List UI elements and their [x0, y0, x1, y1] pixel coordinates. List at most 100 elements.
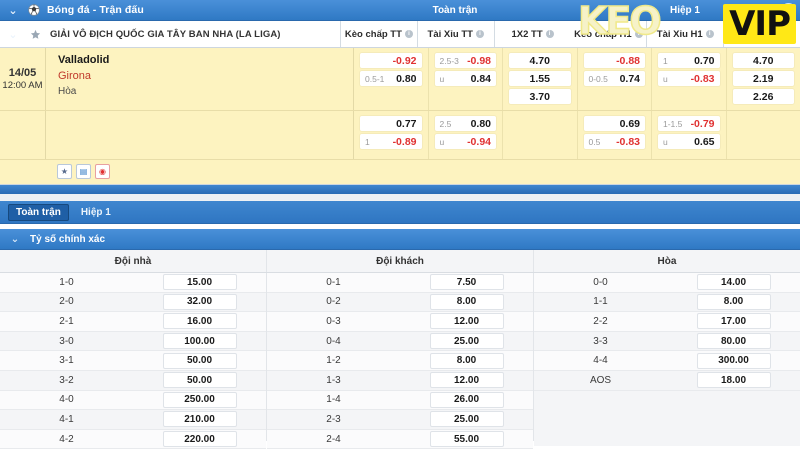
odd-button[interactable]: 4.70 [732, 53, 794, 68]
score-row[interactable]: 2-2 17.00 [534, 312, 800, 332]
odd-button[interactable]: 1 -0.89 [360, 134, 422, 149]
score-odd-button[interactable]: 25.00 [429, 411, 504, 428]
score-row[interactable]: 2-3 25.00 [267, 410, 533, 430]
score-row[interactable]: 0-1 7.50 [267, 273, 533, 293]
score-odd-button[interactable]: 250.00 [162, 391, 237, 408]
phase-first-half[interactable]: Hiệp 1 ? [570, 0, 800, 20]
odd-button[interactable]: -0.92 [360, 53, 422, 68]
score-odd-button[interactable]: 55.00 [429, 431, 504, 448]
score-row[interactable]: 0-2 8.00 [267, 292, 533, 313]
score-odd-button[interactable]: 25.00 [429, 333, 504, 350]
odd-button[interactable]: u 0.65 [658, 134, 720, 149]
score-row[interactable]: 1-1 8.00 [534, 292, 800, 313]
score-row[interactable]: AOS 18.00 [534, 370, 800, 391]
odd-button[interactable]: 2.5 0.80 [434, 116, 496, 131]
odd-button[interactable]: -0.88 [583, 53, 645, 68]
league-label-group[interactable]: ⌄ GIẢI VÔ ĐỊCH QUỐC GIA TÂY BAN NHA (LA … [0, 21, 341, 47]
score-row[interactable]: 2-4 55.00 [267, 429, 533, 450]
favorite-star-icon[interactable]: ★ [57, 164, 72, 179]
odd-button[interactable]: 0-0.5 0.74 [583, 71, 645, 86]
score-row[interactable]: 0-3 12.00 [267, 312, 533, 332]
score-row[interactable]: 3-0 100.00 [0, 331, 266, 352]
score-odd-button[interactable]: 12.00 [429, 313, 504, 330]
info-icon[interactable]: i [775, 30, 784, 38]
market-header-handicap-half[interactable]: Kèo chấp H1 i [571, 21, 648, 47]
odd-button[interactable]: 1.55 [509, 71, 571, 86]
chevron-down-icon[interactable]: ⌄ [8, 4, 18, 17]
odd-button[interactable]: 0.69 [583, 116, 645, 131]
odd-button[interactable]: 2.19 [732, 71, 794, 86]
score-row[interactable]: 2-0 32.00 [0, 292, 266, 313]
chevron-down-icon[interactable]: ⌄ [10, 233, 20, 245]
odd-button[interactable]: 2.5-3 -0.98 [434, 53, 496, 68]
odd-button[interactable]: 0.5 -0.83 [583, 134, 645, 149]
score-odd-button[interactable]: 7.50 [429, 274, 504, 291]
score-row[interactable]: 4-0 250.00 [0, 390, 266, 411]
market-header-overunder-full[interactable]: Tài Xỉu TT i [418, 21, 495, 47]
score-odd-button[interactable]: 50.00 [162, 352, 237, 369]
score-row[interactable]: 1-3 12.00 [267, 370, 533, 391]
odd-button[interactable]: 3.70 [509, 89, 571, 104]
info-icon[interactable]: i [475, 30, 484, 38]
score-row[interactable]: 2-1 16.00 [0, 312, 266, 332]
score-odd-button[interactable]: 16.00 [162, 313, 237, 330]
score-row[interactable]: 1-2 8.00 [267, 351, 533, 371]
odd-button[interactable]: 0.77 [360, 116, 422, 131]
odd-button[interactable]: u -0.94 [434, 134, 496, 149]
odd-button[interactable]: u -0.83 [658, 71, 720, 86]
section-header-correct-score[interactable]: ⌄ Tỷ số chính xác [0, 229, 800, 250]
score-odd-button[interactable]: 220.00 [162, 431, 237, 448]
score-odd-button[interactable]: 17.00 [696, 313, 771, 330]
statistics-icon[interactable]: ▤ [76, 164, 91, 179]
tab-full-match[interactable]: Toàn trận [8, 203, 69, 221]
score-odd-button[interactable]: 80.00 [696, 333, 771, 350]
odd-button[interactable]: 1 0.70 [658, 53, 720, 68]
market-header-overunder-half[interactable]: Tài Xỉu H1 i [647, 21, 725, 47]
score-row[interactable]: 0-0 14.00 [534, 273, 800, 293]
sport-header-bar[interactable]: ⌄ Bóng đá - Trận đấu Toàn trận Hiệp 1 ? [0, 0, 800, 21]
score-odd-button[interactable]: 50.00 [162, 372, 237, 389]
info-icon[interactable]: i [705, 30, 714, 38]
score-odd-button[interactable]: 26.00 [429, 391, 504, 408]
star-icon[interactable] [26, 29, 44, 40]
score-odd-button[interactable]: 18.00 [696, 372, 771, 389]
odd-button[interactable]: u 0.84 [434, 71, 496, 86]
info-icon[interactable]: i [545, 30, 554, 38]
score-odd-button[interactable]: 14.00 [696, 274, 771, 291]
market-header-1x2-full[interactable]: 1X2 TT i [495, 21, 571, 47]
score-label: 0-0 [593, 276, 608, 288]
odd-button[interactable]: 4.70 [509, 53, 571, 68]
score-row[interactable]: 0-4 25.00 [267, 331, 533, 352]
tab-content-gap [0, 224, 800, 229]
score-row[interactable]: 4-4 300.00 [534, 351, 800, 371]
odd-button[interactable]: 1-1.5 -0.79 [658, 116, 720, 131]
odd-button[interactable]: 0.5-1 0.80 [360, 71, 422, 86]
info-icon[interactable]: i [404, 30, 413, 38]
score-odd-wrap: 8.00 [400, 352, 533, 369]
help-icon[interactable]: ? [781, 3, 796, 18]
info-icon[interactable]: i [634, 30, 643, 38]
score-odd-button[interactable]: 12.00 [429, 372, 504, 389]
score-row[interactable]: 4-1 210.00 [0, 410, 266, 430]
score-odd-button[interactable]: 300.00 [696, 352, 771, 369]
market-header-1x2-half[interactable]: 1X2 H1 i [724, 21, 800, 47]
score-row[interactable]: 4-2 220.00 [0, 429, 266, 450]
live-fire-icon[interactable]: ◉ [95, 164, 110, 179]
score-row[interactable]: 3-2 50.00 [0, 370, 266, 391]
score-odd-button[interactable]: 8.00 [429, 293, 504, 310]
score-odd-button[interactable]: 100.00 [162, 333, 237, 350]
odd-button[interactable]: 2.26 [732, 89, 794, 104]
score-odd-button[interactable]: 210.00 [162, 411, 237, 428]
score-row[interactable]: 3-3 80.00 [534, 331, 800, 352]
score-odd-button[interactable]: 32.00 [162, 293, 237, 310]
score-row[interactable]: 1-4 26.00 [267, 390, 533, 411]
phase-full-match[interactable]: Toàn trận [432, 4, 478, 16]
score-odd-button[interactable]: 8.00 [696, 293, 771, 310]
chevron-down-icon[interactable]: ⌄ [8, 28, 18, 41]
score-row[interactable]: 3-1 50.00 [0, 351, 266, 371]
tab-first-half[interactable]: Hiệp 1 [80, 206, 111, 218]
score-odd-button[interactable]: 8.00 [429, 352, 504, 369]
market-header-handicap-full[interactable]: Kèo chấp TT i [341, 21, 418, 47]
score-odd-button[interactable]: 15.00 [162, 274, 237, 291]
score-row[interactable]: 1-0 15.00 [0, 273, 266, 293]
